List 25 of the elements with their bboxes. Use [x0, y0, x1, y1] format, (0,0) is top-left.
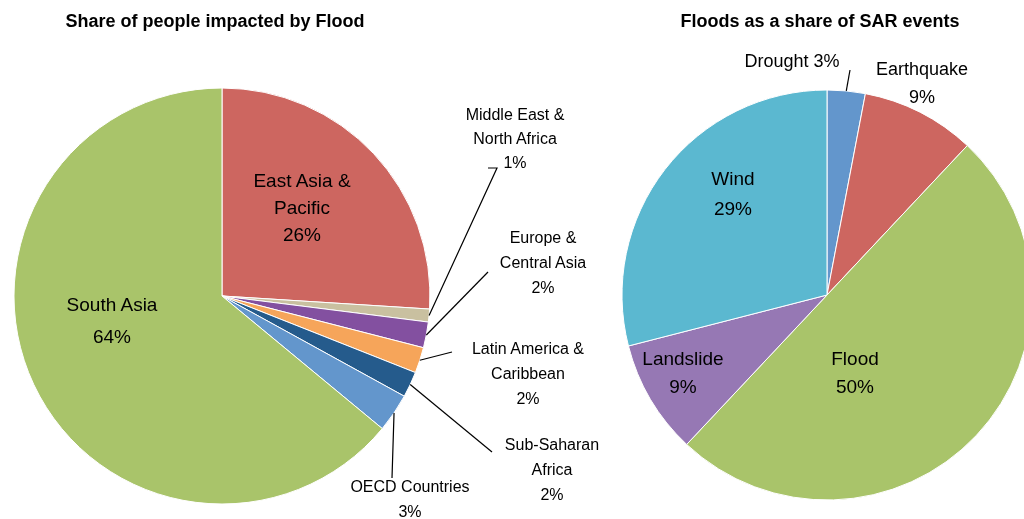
slice-label: Flood — [831, 348, 879, 370]
data-label: 26% — [282, 224, 322, 246]
slice-label: East Asia & Pacific — [253, 170, 351, 219]
data-label: 2% — [531, 279, 555, 297]
slice-label: Sub-Saharan Africa — [504, 436, 600, 479]
slice-label: Europe & Central Asia — [499, 229, 587, 272]
data-label: 9% — [908, 86, 936, 107]
data-label: 29% — [713, 198, 753, 220]
data-label: 1% — [503, 154, 527, 172]
data-label: 2% — [516, 390, 540, 408]
slice-label: Landslide — [642, 348, 724, 370]
slice-label: South Asia — [66, 294, 158, 316]
slice-label: Middle East & North Africa — [465, 106, 565, 148]
data-label: 9% — [669, 376, 697, 398]
data-label: 3% — [398, 503, 422, 519]
data-label: 64% — [92, 326, 132, 348]
slice-label: Earthquake — [875, 58, 969, 79]
slice-label: Latin America & Caribbean — [471, 340, 585, 383]
chart-title: Share of people impacted by Flood — [65, 10, 365, 31]
slice-label: Drought 3% — [744, 50, 840, 71]
data-label: 50% — [835, 376, 875, 398]
slice-label: Wind — [711, 168, 755, 190]
chart-title: Floods as a share of SAR events — [680, 10, 960, 31]
data-label: 2% — [540, 486, 564, 504]
slice-label: OECD Countries — [350, 478, 470, 496]
